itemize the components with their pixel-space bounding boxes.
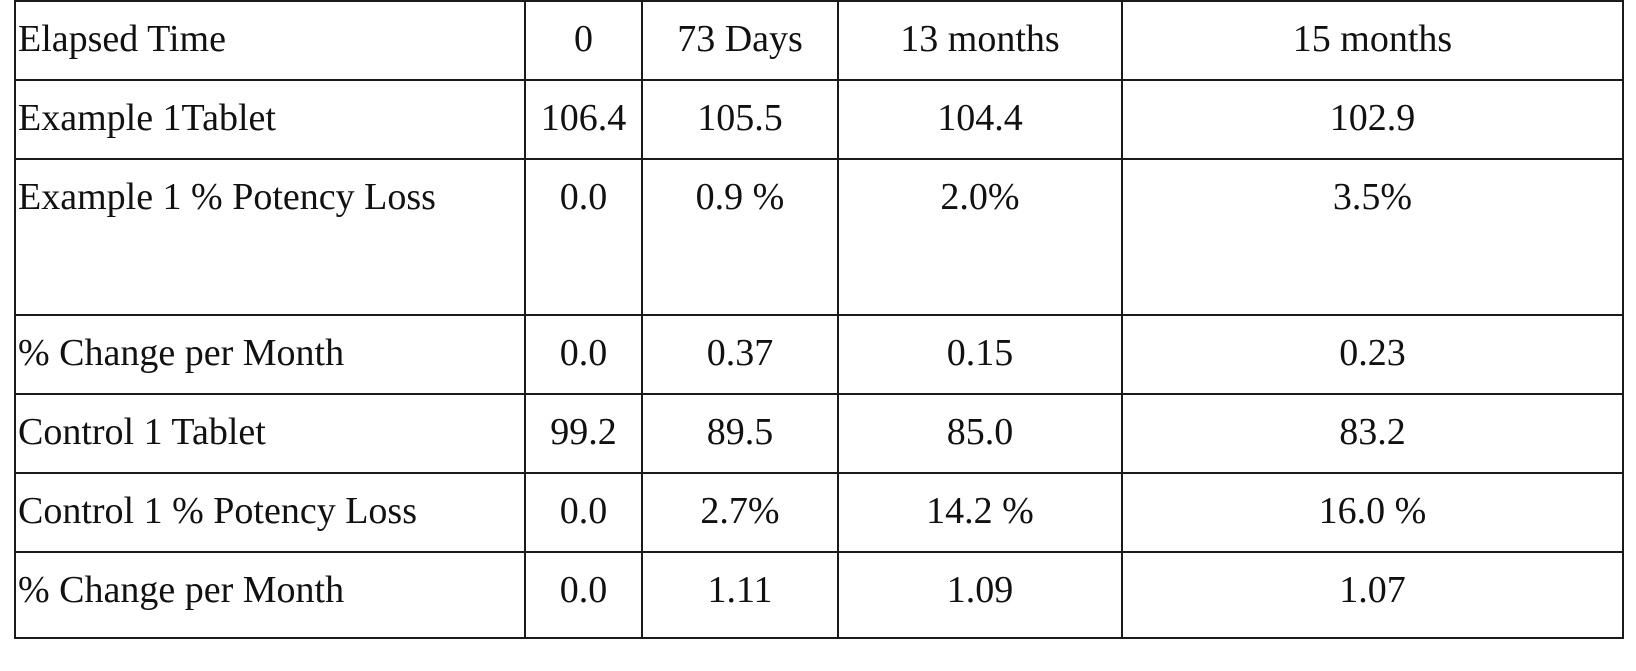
header-cell: Elapsed Time [15,1,525,80]
table-cell: 105.5 [642,80,838,159]
table-cell: 104.4 [838,80,1122,159]
table-cell: 16.0 % [1122,473,1623,552]
table-cell: 0.0 [525,315,642,394]
table-cell: 89.5 [642,394,838,473]
stability-table: Elapsed Time 0 73 Days 13 months 15 mont… [14,0,1624,639]
table-cell: 0.37 [642,315,838,394]
table-cell: 1.09 [838,552,1122,638]
table-cell: 102.9 [1122,80,1623,159]
header-cell: 0 [525,1,642,80]
table-row: % Change per Month 0.0 1.11 1.09 1.07 [15,552,1623,638]
table-cell: 2.0% [838,159,1122,315]
table-cell: 2.7% [642,473,838,552]
table-cell: 3.5% [1122,159,1623,315]
table-cell: 106.4 [525,80,642,159]
table-cell: 1.11 [642,552,838,638]
row-label-cell: Example 1Tablet [15,80,525,159]
table-cell: 99.2 [525,394,642,473]
table-row: % Change per Month 0.0 0.37 0.15 0.23 [15,315,1623,394]
row-label-cell: % Change per Month [15,552,525,638]
table-cell: 1.07 [1122,552,1623,638]
table-header-row: Elapsed Time 0 73 Days 13 months 15 mont… [15,1,1623,80]
table-row: Control 1 % Potency Loss 0.0 2.7% 14.2 %… [15,473,1623,552]
table-cell: 85.0 [838,394,1122,473]
header-cell: 15 months [1122,1,1623,80]
table-cell: 0.0 [525,473,642,552]
header-cell: 73 Days [642,1,838,80]
table-cell: 14.2 % [838,473,1122,552]
table-row: Example 1 % Potency Loss 0.0 0.9 % 2.0% … [15,159,1623,315]
table-row: Example 1Tablet 106.4 105.5 104.4 102.9 [15,80,1623,159]
row-label-cell: Control 1 Tablet [15,394,525,473]
row-label-cell: Control 1 % Potency Loss [15,473,525,552]
header-cell: 13 months [838,1,1122,80]
table-cell: 0.0 [525,552,642,638]
table-cell: 0.15 [838,315,1122,394]
table-cell: 83.2 [1122,394,1623,473]
row-label-cell: % Change per Month [15,315,525,394]
row-label-cell: Example 1 % Potency Loss [15,159,525,315]
table-cell: 0.23 [1122,315,1623,394]
table-row: Control 1 Tablet 99.2 89.5 85.0 83.2 [15,394,1623,473]
table-cell: 0.0 [525,159,642,315]
table-cell: 0.9 % [642,159,838,315]
